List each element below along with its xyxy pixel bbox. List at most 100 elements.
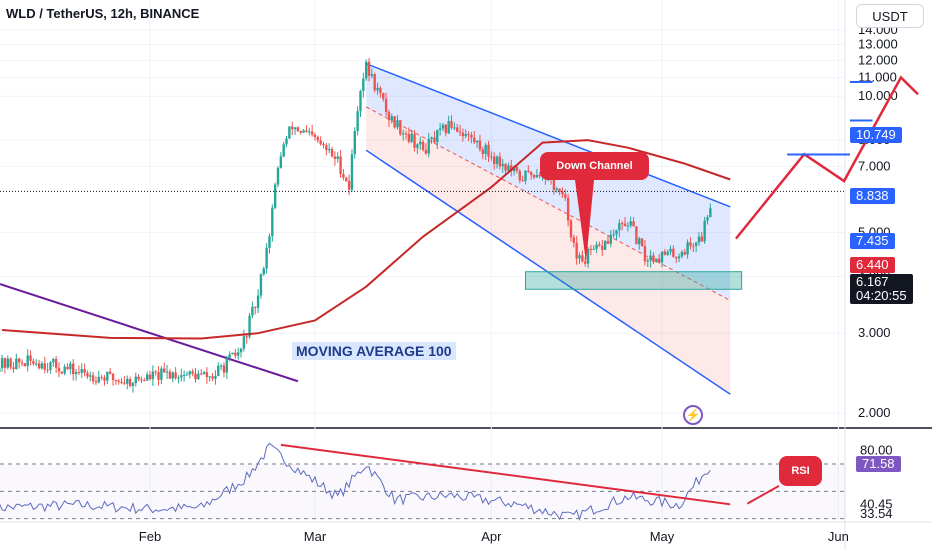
price-tag-ma: 6.440 — [850, 257, 895, 273]
candle-body — [694, 242, 698, 246]
down-channel-callout: Down Channel — [540, 152, 649, 180]
candle-body — [52, 358, 55, 363]
candle-body — [430, 137, 433, 139]
candle-body — [143, 380, 146, 382]
candle-body — [205, 372, 209, 378]
candle-body — [379, 87, 382, 94]
candle-body — [197, 373, 200, 380]
candle-body — [291, 126, 294, 130]
candle-body — [626, 225, 630, 227]
candle-body — [245, 336, 248, 338]
candle-body — [581, 255, 584, 262]
candle-body — [97, 376, 100, 383]
candle-body — [214, 375, 217, 379]
price-tag-last: 6.167 04:20:55 — [850, 274, 913, 304]
candle-body — [473, 137, 476, 143]
candle-body — [399, 120, 402, 135]
candle-body — [390, 116, 393, 121]
candle-body — [572, 237, 576, 243]
candle-body — [310, 131, 314, 135]
candle-body — [709, 208, 712, 218]
candle-body — [131, 383, 135, 386]
candle-body — [652, 255, 655, 262]
candle-body — [675, 256, 678, 259]
candle-body — [330, 149, 334, 157]
candle-body — [29, 355, 32, 361]
candle-body — [91, 375, 95, 382]
candle-body — [86, 372, 89, 377]
candle-body — [481, 149, 484, 155]
candle-body — [108, 371, 112, 374]
candle-body — [154, 371, 157, 373]
candle-body — [620, 223, 624, 225]
candle-body — [700, 236, 704, 242]
candle-body — [433, 137, 436, 143]
candle-body — [268, 236, 271, 248]
candle-body — [595, 244, 598, 249]
lightning-icon[interactable]: ⚡ — [683, 405, 703, 425]
candle-body — [561, 191, 564, 195]
candle-countdown: 04:20:55 — [856, 288, 907, 303]
candle-body — [410, 133, 413, 142]
candle-body — [521, 180, 524, 182]
x-tick-label: Mar — [304, 529, 327, 544]
candle-body — [697, 236, 701, 243]
trendline-left — [0, 283, 299, 383]
candle-body — [168, 371, 172, 379]
rsi-trendline — [280, 443, 731, 506]
candle-body — [100, 376, 103, 378]
last-price: 6.167 — [856, 274, 889, 289]
candle-body — [225, 358, 228, 373]
currency-button[interactable]: USDT — [856, 4, 924, 28]
candle-body — [174, 372, 177, 379]
candle-body — [74, 372, 78, 375]
candle-body — [222, 365, 226, 373]
candle-body — [180, 375, 183, 378]
candle-body — [663, 251, 667, 255]
candle-body — [37, 363, 41, 369]
price-tag-target-1: 10.749 — [850, 127, 902, 143]
candle-body — [345, 177, 348, 181]
candle-body — [165, 371, 169, 373]
candle-body — [94, 381, 98, 383]
candle-body — [592, 248, 595, 250]
candle-body — [484, 144, 487, 155]
candle-body — [569, 220, 573, 238]
price-tag-target-3: 7.435 — [850, 233, 895, 249]
candle-body — [308, 131, 311, 133]
candle-body — [302, 130, 305, 133]
candle-body — [57, 367, 61, 372]
y-tick-label: 2.000 — [858, 405, 891, 420]
candle-body — [461, 132, 465, 137]
candle-body — [191, 371, 194, 374]
down-channel-pointer — [575, 180, 594, 262]
candle-body — [689, 242, 692, 246]
candle-body — [362, 78, 365, 91]
rsi-callout: RSI — [779, 456, 822, 486]
candle-body — [128, 379, 132, 386]
candle-body — [566, 197, 570, 221]
candle-body — [60, 371, 64, 374]
candle-body — [612, 234, 615, 236]
candle-body — [120, 381, 123, 383]
candle-body — [236, 352, 240, 356]
candle-body — [282, 144, 285, 157]
candle-body — [706, 217, 709, 221]
candle-body — [208, 376, 211, 378]
candle-body — [364, 61, 368, 79]
candle-body — [532, 174, 536, 178]
candle-body — [623, 223, 627, 227]
candle-body — [288, 126, 291, 139]
candle-body — [584, 261, 587, 264]
candle-body — [12, 367, 15, 370]
projection-path — [734, 75, 919, 240]
candle-body — [211, 376, 214, 379]
candle-body — [322, 143, 325, 146]
candle-body — [649, 255, 652, 261]
candle-body — [83, 369, 86, 373]
support-zone — [524, 271, 743, 290]
candle-body — [660, 251, 664, 263]
candle-body — [63, 366, 66, 374]
candle-body — [498, 156, 502, 167]
